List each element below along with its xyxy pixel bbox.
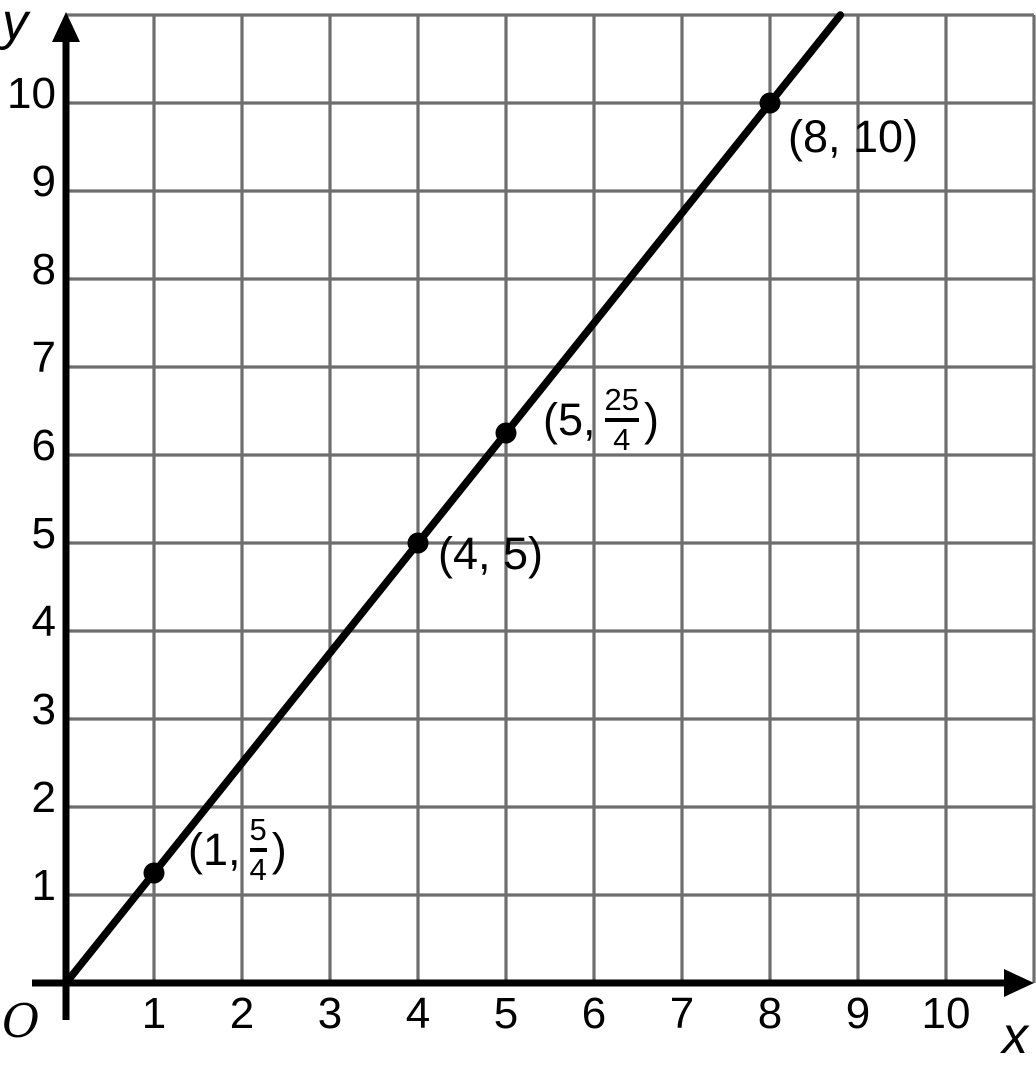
data-point [407,532,429,554]
data-point [759,92,781,114]
x-axis-arrowhead [1004,969,1034,997]
y-axis-arrowhead [52,12,80,42]
data-point [143,862,165,884]
plotted-line [62,11,845,987]
data-point [495,422,517,444]
